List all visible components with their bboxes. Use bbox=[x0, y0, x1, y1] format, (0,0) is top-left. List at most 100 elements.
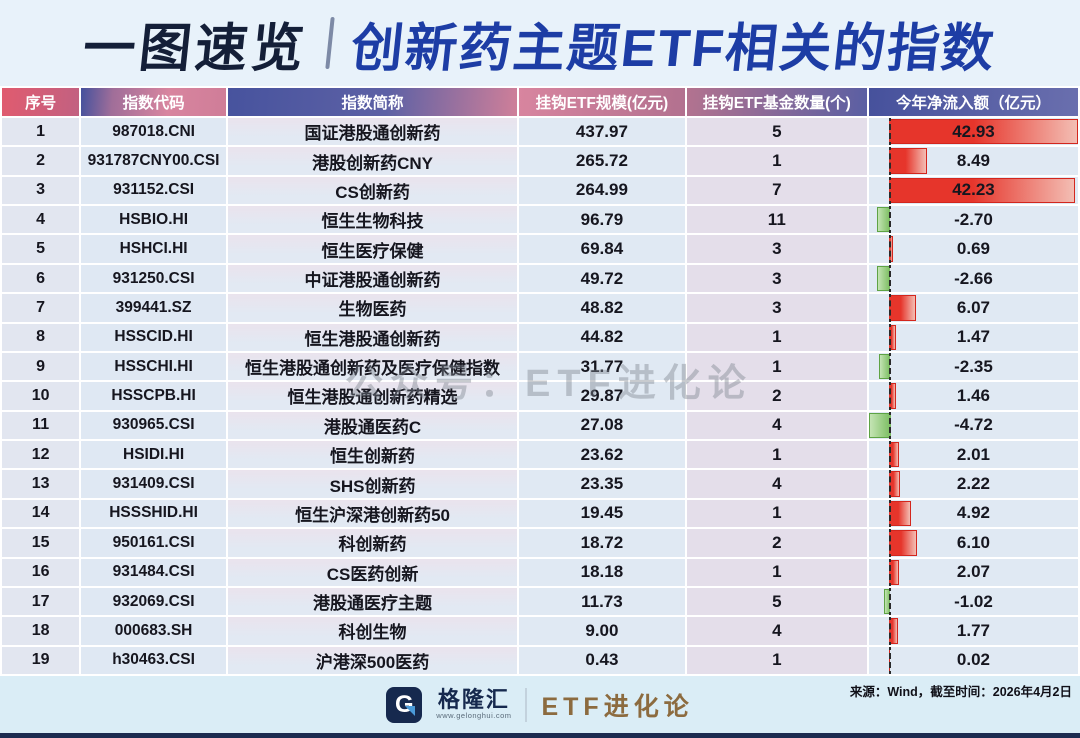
cell-index-code: 950161.CSI bbox=[81, 529, 226, 557]
cell-index-code: HSIDI.HI bbox=[81, 441, 226, 469]
cell-net-inflow: 6.07 bbox=[868, 294, 1078, 322]
cell-index-code: 987018.CNI bbox=[81, 118, 226, 146]
title-main: 创新药主题ETF相关的指数 bbox=[348, 19, 999, 78]
cell-etf-scale: 27.08 bbox=[519, 411, 685, 440]
net-inflow-value: 1.46 bbox=[956, 385, 991, 405]
cell-serial-number: 1 bbox=[2, 118, 80, 146]
inflow-data-bar bbox=[888, 119, 1078, 145]
cell-net-inflow: 42.23 bbox=[868, 176, 1078, 205]
inflow-data-bar bbox=[878, 353, 890, 380]
cell-serial-number: 19 bbox=[2, 646, 80, 674]
cell-index-code: 399441.SZ bbox=[81, 294, 226, 322]
cell-index-name: 生物医药 bbox=[227, 294, 518, 322]
cell-index-code: 000683.SH bbox=[81, 617, 226, 645]
inflow-data-bar bbox=[877, 265, 890, 292]
inflow-data-bar bbox=[888, 530, 917, 556]
cell-serial-number: 17 bbox=[2, 587, 80, 616]
data-source-note: 来源：Wind，截至时间：2026年4月2日 bbox=[849, 685, 1072, 699]
cell-index-code: 931484.CSI bbox=[81, 558, 226, 586]
net-inflow-value: 42.93 bbox=[952, 121, 995, 141]
gelonghui-logo-icon: G bbox=[386, 686, 423, 723]
cell-index-name: 恒生港股通创新药 bbox=[227, 323, 518, 351]
cell-index-name: 沪港深500医药 bbox=[227, 646, 518, 674]
cell-index-code: 932069.CSI bbox=[81, 587, 226, 616]
cell-net-inflow: 1.47 bbox=[868, 323, 1078, 351]
cell-etf-scale: 0.43 bbox=[519, 646, 685, 674]
cell-fund-count: 3 bbox=[686, 235, 867, 263]
cell-serial-number: 11 bbox=[2, 411, 80, 440]
column-header-index-name: 指数简称 bbox=[227, 88, 518, 116]
cell-index-name: CS医药创新 bbox=[227, 558, 518, 586]
inflow-data-bar bbox=[888, 647, 890, 673]
cell-fund-count: 1 bbox=[686, 323, 867, 351]
cell-index-name: 科创生物 bbox=[227, 617, 518, 645]
cell-etf-scale: 29.87 bbox=[519, 382, 685, 410]
net-inflow-value: 0.69 bbox=[956, 239, 991, 259]
cell-fund-count: 5 bbox=[686, 587, 867, 616]
cell-index-code: HSSCPB.HI bbox=[81, 382, 226, 410]
cell-etf-scale: 69.84 bbox=[519, 235, 685, 263]
cell-index-name: 国证港股通创新药 bbox=[227, 118, 518, 146]
cell-index-code: 931152.CSI bbox=[81, 176, 226, 205]
cell-etf-scale: 96.79 bbox=[519, 206, 685, 234]
cell-serial-number: 4 bbox=[2, 206, 80, 234]
column-header-fund-count: 挂钩ETF基金数量(个) bbox=[686, 88, 867, 116]
cell-index-code: 930965.CSI bbox=[81, 411, 226, 440]
cell-index-name: 恒生生物科技 bbox=[227, 206, 518, 234]
cell-etf-scale: 18.18 bbox=[519, 558, 685, 586]
cell-etf-scale: 23.35 bbox=[519, 470, 685, 498]
net-inflow-value: -2.35 bbox=[954, 356, 993, 376]
cell-fund-count: 4 bbox=[686, 617, 867, 645]
cell-index-name: CS创新药 bbox=[227, 176, 518, 205]
inflow-data-bar bbox=[888, 236, 893, 262]
index-table: 序号 指数代码 指数简称 挂钩ETF规模(亿元) 挂钩ETF基金数量(个) 今年… bbox=[0, 86, 1080, 676]
cell-index-name: 恒生医疗保健 bbox=[227, 235, 518, 263]
cell-etf-scale: 23.62 bbox=[519, 441, 685, 469]
cell-serial-number: 14 bbox=[2, 499, 80, 528]
cell-etf-scale: 437.97 bbox=[519, 118, 685, 146]
title-divider bbox=[325, 17, 335, 69]
cell-index-code: 931787CNY00.CSI bbox=[81, 147, 226, 175]
cell-fund-count: 3 bbox=[686, 264, 867, 293]
page-title: 一图速览 创新药主题ETF相关的指数 bbox=[0, 0, 1080, 86]
column-header-serial: 序号 bbox=[2, 88, 80, 116]
cell-serial-number: 15 bbox=[2, 529, 80, 557]
cell-fund-count: 2 bbox=[686, 529, 867, 557]
net-inflow-value: 2.22 bbox=[956, 474, 991, 494]
column-header-net-inflow: 今年净流入额（亿元） bbox=[868, 88, 1078, 116]
cell-serial-number: 8 bbox=[2, 323, 80, 351]
cell-net-inflow: 2.01 bbox=[868, 441, 1078, 469]
cell-etf-scale: 265.72 bbox=[519, 147, 685, 175]
inflow-data-bar bbox=[888, 500, 912, 527]
cell-net-inflow: 0.02 bbox=[868, 646, 1078, 674]
cell-fund-count: 1 bbox=[686, 441, 867, 469]
cell-index-name: 恒生港股通创新药及医疗保健指数 bbox=[227, 352, 518, 381]
cell-serial-number: 12 bbox=[2, 441, 80, 469]
cell-etf-scale: 49.72 bbox=[519, 264, 685, 293]
cell-index-name: 恒生沪深港创新药50 bbox=[227, 499, 518, 528]
gelonghui-name: 格隆汇 bbox=[437, 687, 510, 713]
net-inflow-value: 42.23 bbox=[952, 180, 995, 200]
brand-name: ETF进化论 bbox=[541, 692, 694, 721]
inflow-data-bar bbox=[888, 559, 899, 585]
cell-index-name: 港股通医疗主题 bbox=[227, 587, 518, 616]
cell-index-name: 港股创新药CNY bbox=[227, 147, 518, 175]
inflow-data-bar bbox=[888, 148, 927, 174]
cell-index-name: 中证港股通创新药 bbox=[227, 264, 518, 293]
net-inflow-value: 2.07 bbox=[956, 562, 991, 582]
net-inflow-value: 0.02 bbox=[956, 650, 991, 670]
cell-index-code: HSSCID.HI bbox=[81, 323, 226, 351]
cell-fund-count: 1 bbox=[686, 352, 867, 381]
net-inflow-value: 8.49 bbox=[956, 151, 991, 171]
bottom-accent-strip bbox=[0, 733, 1080, 738]
cell-net-inflow: 2.07 bbox=[868, 558, 1078, 586]
inflow-data-bar bbox=[888, 177, 1075, 204]
cell-fund-count: 11 bbox=[686, 206, 867, 234]
net-inflow-value: 6.07 bbox=[956, 297, 991, 317]
cell-index-name: 科创新药 bbox=[227, 529, 518, 557]
cell-etf-scale: 264.99 bbox=[519, 176, 685, 205]
cell-fund-count: 4 bbox=[686, 411, 867, 440]
cell-index-name: 恒生创新药 bbox=[227, 441, 518, 469]
inflow-data-bar bbox=[884, 588, 890, 615]
cell-net-inflow: -1.02 bbox=[868, 587, 1078, 616]
